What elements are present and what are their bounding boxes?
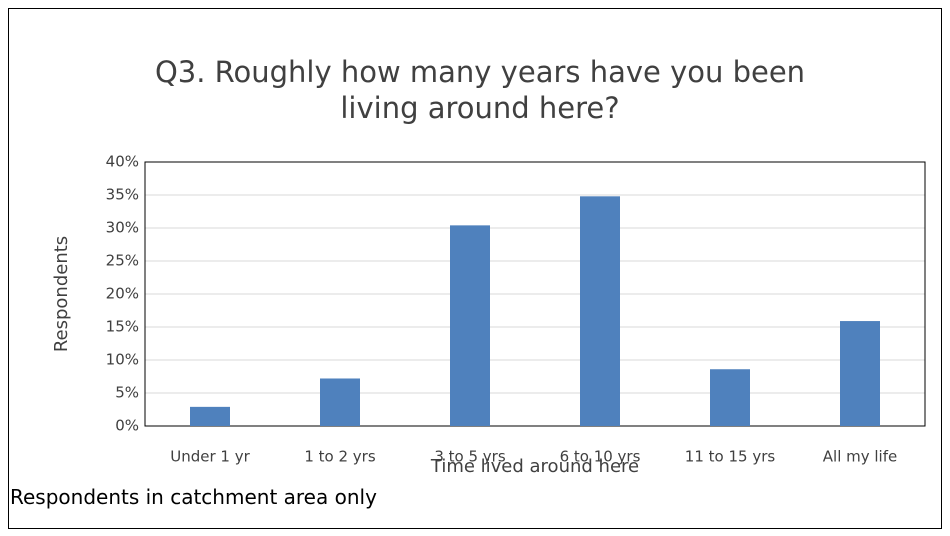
bar <box>580 196 620 426</box>
y-tick-label: 10% <box>106 351 139 369</box>
y-tick-label: 5% <box>115 384 139 402</box>
y-tick-label: 35% <box>106 186 139 204</box>
y-tick-label: 25% <box>106 252 139 270</box>
plot-border <box>144 161 926 427</box>
x-tick-label: 1 to 2 yrs <box>304 448 375 466</box>
x-axis-label: Time lived around here <box>430 456 639 477</box>
bar <box>450 225 490 426</box>
x-tick-label: Under 1 yr <box>170 448 250 466</box>
footnote: Respondents in catchment area only <box>10 485 377 509</box>
chart-title: Q3. Roughly how many years have you been… <box>154 55 806 125</box>
x-tick-label: 6 to 10 yrs <box>560 448 641 466</box>
y-tick-label: 0% <box>115 417 139 435</box>
bar <box>840 321 880 426</box>
bar <box>190 406 230 426</box>
x-tick-label: 11 to 15 yrs <box>685 448 776 466</box>
y-tick-label: 15% <box>106 318 139 336</box>
chart-border <box>8 8 942 529</box>
y-axis-label: Respondents <box>51 236 72 352</box>
y-tick-label: 30% <box>106 219 139 237</box>
y-tick-label: 20% <box>106 285 139 303</box>
y-tick-label: 40% <box>106 153 139 171</box>
bar <box>710 369 750 426</box>
x-tick-label: 3 to 5 yrs <box>434 448 505 466</box>
bar <box>320 378 360 426</box>
x-tick-label: All my life <box>823 448 897 466</box>
